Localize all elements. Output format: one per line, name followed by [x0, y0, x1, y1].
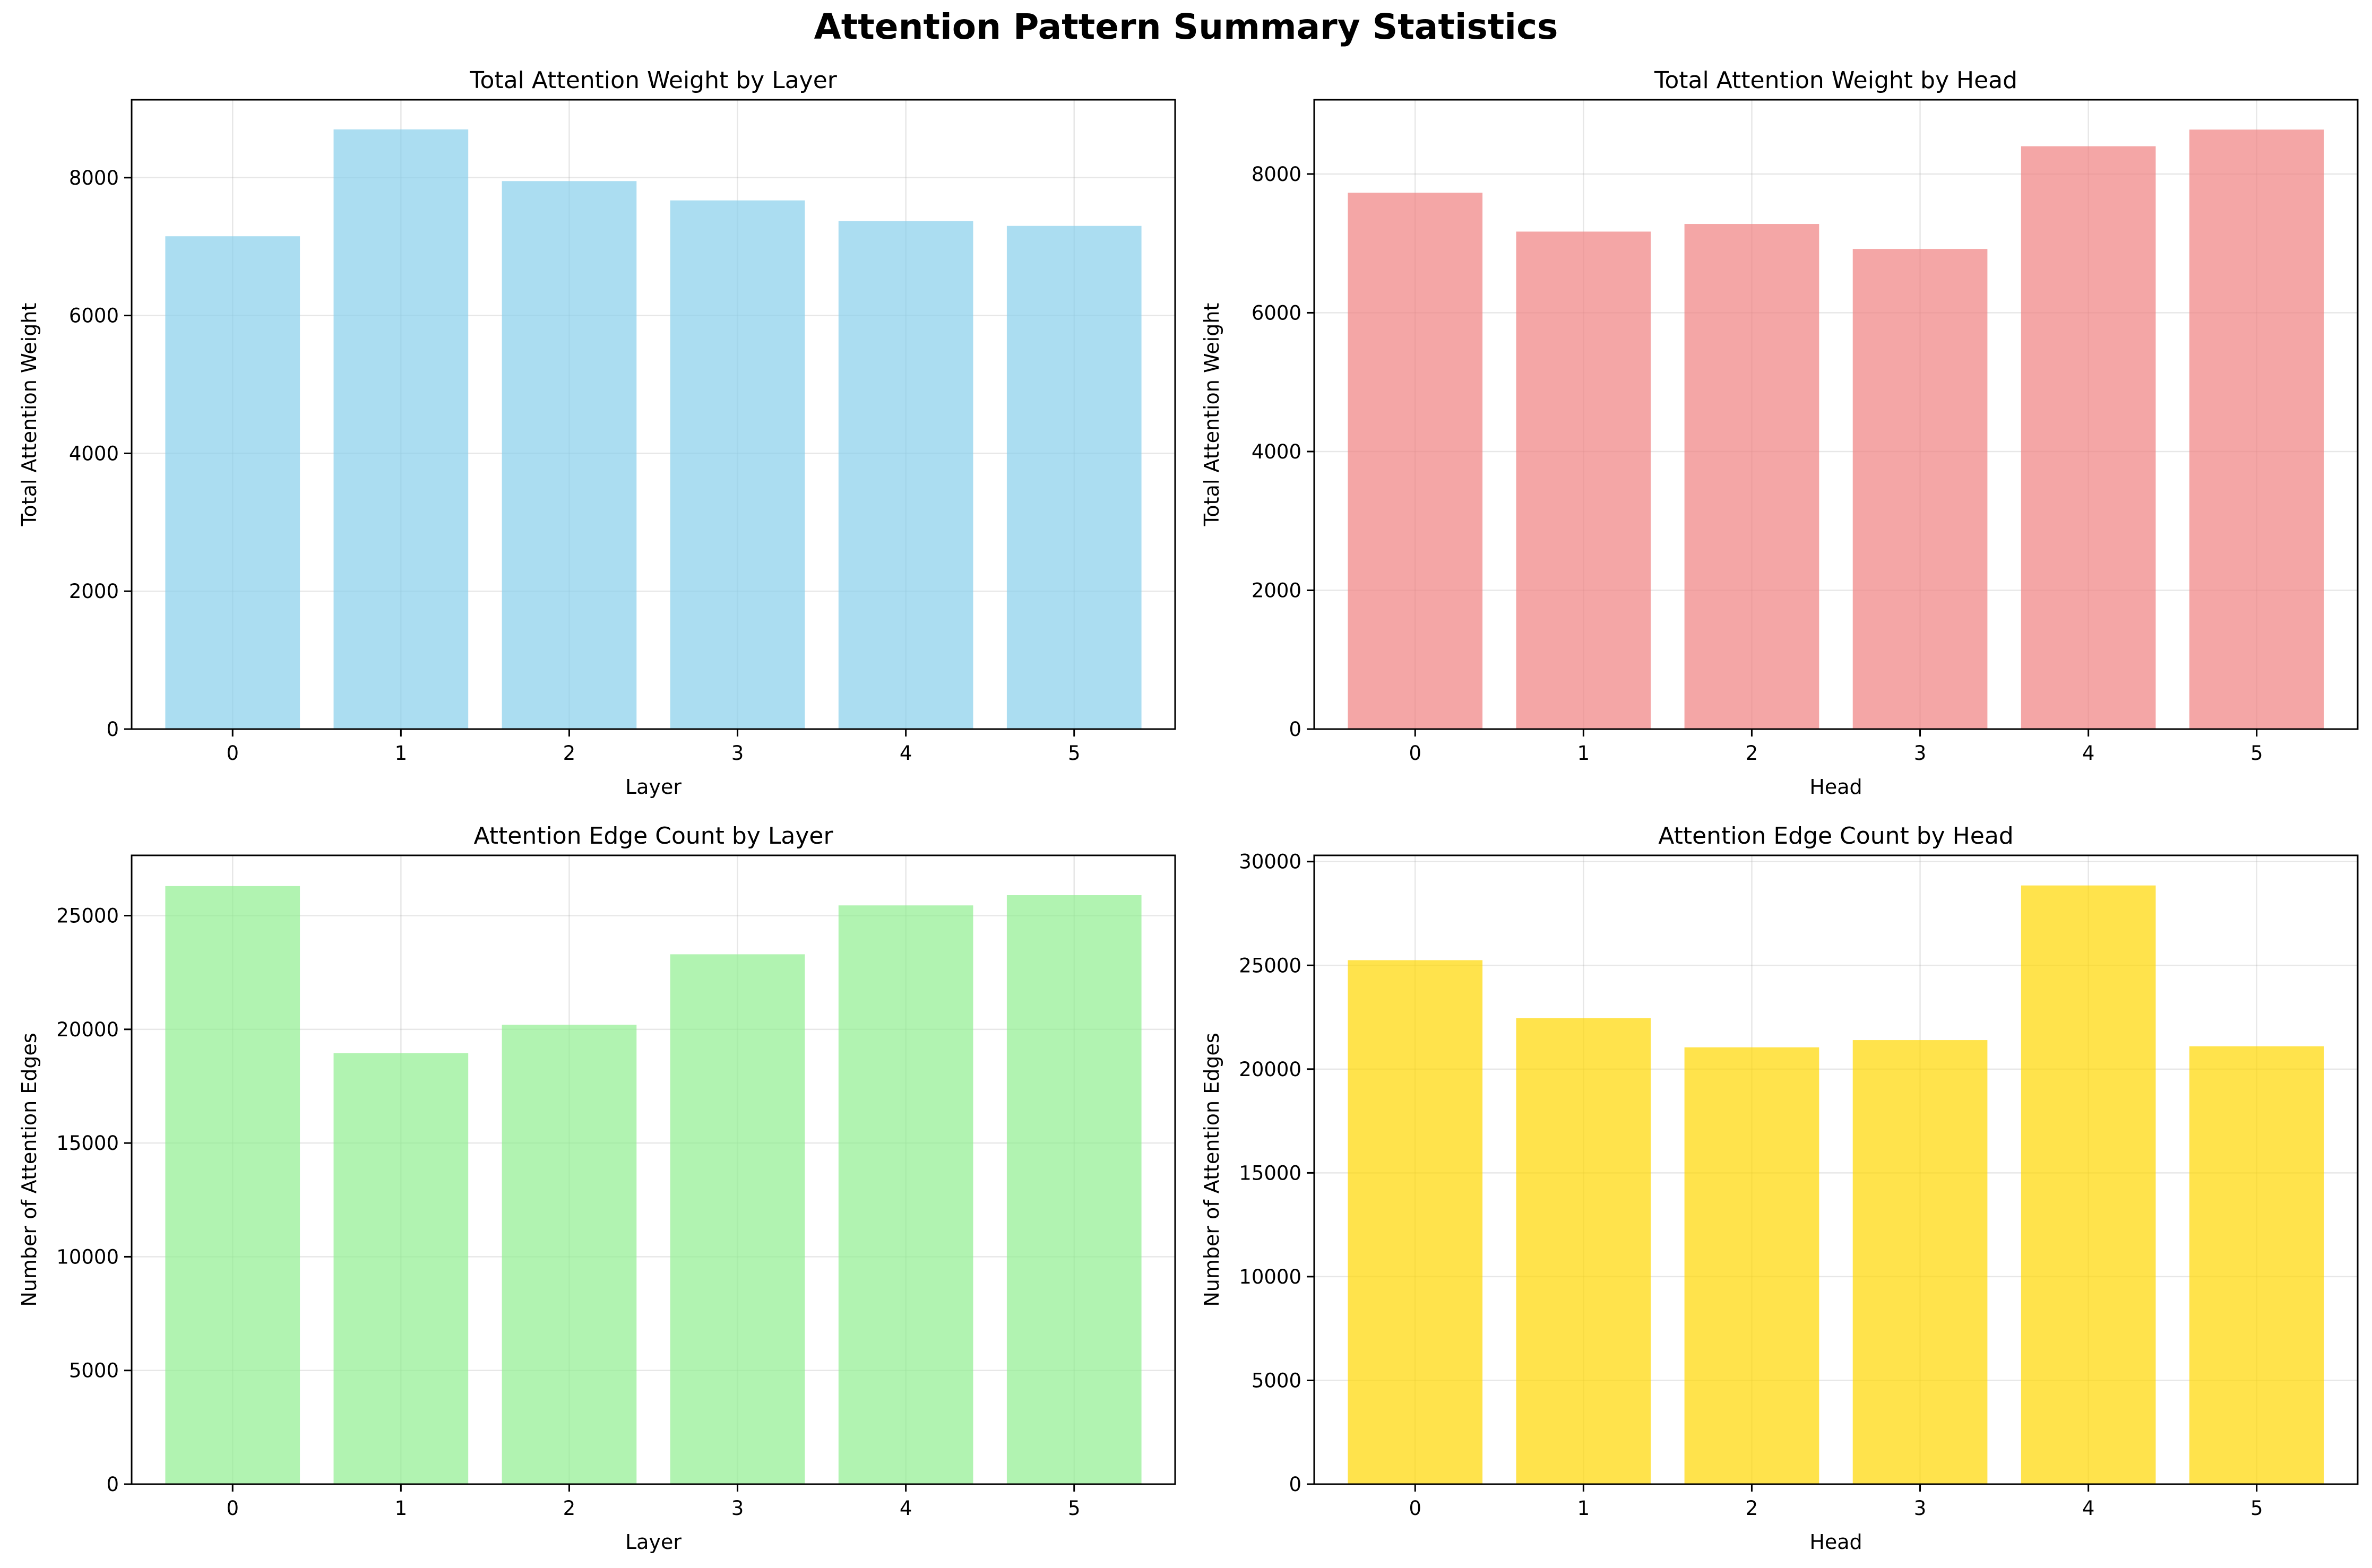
bar — [838, 905, 973, 1484]
bar — [1006, 226, 1142, 729]
x-tick-label: 5 — [1068, 1497, 1081, 1520]
x-tick-label: 5 — [1068, 742, 1081, 765]
axes-frame — [1313, 854, 2359, 1485]
y-tick-label: 0 — [106, 718, 119, 741]
chart-title: Total Attention Weight by Layer — [469, 67, 838, 94]
y-tick-label: 25000 — [1239, 954, 1301, 977]
bar — [838, 221, 973, 730]
x-tick-label: 1 — [395, 1497, 408, 1520]
x-tick-label: 2 — [563, 1497, 576, 1520]
y-tick-label: 20000 — [1239, 1058, 1301, 1081]
bar — [333, 129, 469, 729]
bar — [333, 1053, 469, 1484]
y-tick-label: 10000 — [56, 1245, 119, 1268]
x-tick-label: 3 — [1914, 1497, 1927, 1520]
x-axis-label: Layer — [625, 775, 682, 799]
y-tick-label: 2000 — [1252, 579, 1301, 602]
bar — [1852, 1040, 1988, 1484]
y-tick-label: 6000 — [69, 305, 119, 327]
bar — [670, 954, 805, 1484]
bar — [1006, 895, 1142, 1484]
x-tick-label: 2 — [563, 742, 576, 765]
bar — [1852, 249, 1988, 729]
y-axis-label: Number of Attention Edges — [1200, 1033, 1223, 1306]
x-axis-label: Head — [1809, 775, 1862, 799]
y-tick-label: 8000 — [69, 167, 119, 189]
x-tick-label: 3 — [731, 742, 744, 765]
bar — [2021, 885, 2156, 1484]
y-tick-label: 20000 — [56, 1018, 119, 1041]
bar — [1516, 231, 1651, 729]
y-tick-label: 0 — [106, 1473, 119, 1496]
x-tick-label: 1 — [1577, 1497, 1590, 1520]
y-tick-label: 0 — [1289, 718, 1301, 741]
y-tick-label: 10000 — [1239, 1266, 1301, 1288]
bar — [1684, 224, 1819, 729]
y-axis-label: Total Attention Weight — [18, 303, 41, 527]
y-tick-label: 4000 — [69, 442, 119, 465]
x-tick-label: 2 — [1746, 742, 1758, 765]
chart-title: Attention Edge Count by Layer — [473, 822, 833, 850]
y-tick-label: 30000 — [1239, 851, 1301, 873]
axes-frame — [131, 854, 1176, 1485]
x-axis-label: Layer — [625, 1530, 682, 1554]
y-tick-label: 4000 — [1252, 440, 1301, 463]
bar — [502, 181, 637, 729]
y-tick-label: 2000 — [69, 580, 119, 603]
y-axis-label: Number of Attention Edges — [18, 1033, 41, 1306]
bar — [165, 236, 300, 729]
y-tick-label: 0 — [1289, 1473, 1301, 1496]
x-tick-label: 4 — [900, 1497, 912, 1520]
x-tick-label: 4 — [900, 742, 912, 765]
y-tick-label: 5000 — [69, 1359, 119, 1382]
x-tick-label: 2 — [1746, 1497, 1758, 1520]
x-tick-label: 3 — [1914, 742, 1927, 765]
x-tick-label: 4 — [2082, 742, 2095, 765]
x-tick-label: 5 — [2250, 1497, 2263, 1520]
x-tick-label: 1 — [395, 742, 408, 765]
bar — [1684, 1047, 1819, 1484]
bar — [2189, 129, 2324, 729]
bar — [1516, 1018, 1651, 1484]
x-tick-label: 0 — [1409, 1497, 1421, 1520]
chart-title: Attention Edge Count by Head — [1658, 822, 2013, 850]
x-tick-label: 0 — [1409, 742, 1421, 765]
axes-frame — [131, 99, 1176, 730]
y-tick-label: 5000 — [1252, 1369, 1301, 1392]
x-tick-label: 3 — [731, 1497, 744, 1520]
y-axis-label: Total Attention Weight — [1200, 303, 1223, 527]
bar — [1348, 960, 1483, 1484]
x-tick-label: 0 — [226, 742, 239, 765]
x-tick-label: 1 — [1577, 742, 1590, 765]
y-tick-label: 15000 — [1239, 1162, 1301, 1184]
figure-title: Attention Pattern Summary Statistics — [814, 6, 1558, 47]
bar — [165, 886, 300, 1484]
y-tick-label: 15000 — [56, 1132, 119, 1155]
chart-title: Total Attention Weight by Head — [1654, 67, 2017, 94]
bar — [2189, 1046, 2324, 1484]
x-tick-label: 0 — [226, 1497, 239, 1520]
bar — [502, 1025, 637, 1484]
bar — [1348, 193, 1483, 730]
y-tick-label: 6000 — [1252, 301, 1301, 324]
x-axis-label: Head — [1809, 1530, 1862, 1554]
bar — [2021, 146, 2156, 729]
bar — [670, 200, 805, 729]
y-tick-label: 25000 — [56, 905, 119, 928]
y-tick-label: 8000 — [1252, 163, 1301, 186]
x-tick-label: 4 — [2082, 1497, 2095, 1520]
x-tick-label: 5 — [2250, 742, 2263, 765]
axes-frame — [1313, 99, 2359, 730]
